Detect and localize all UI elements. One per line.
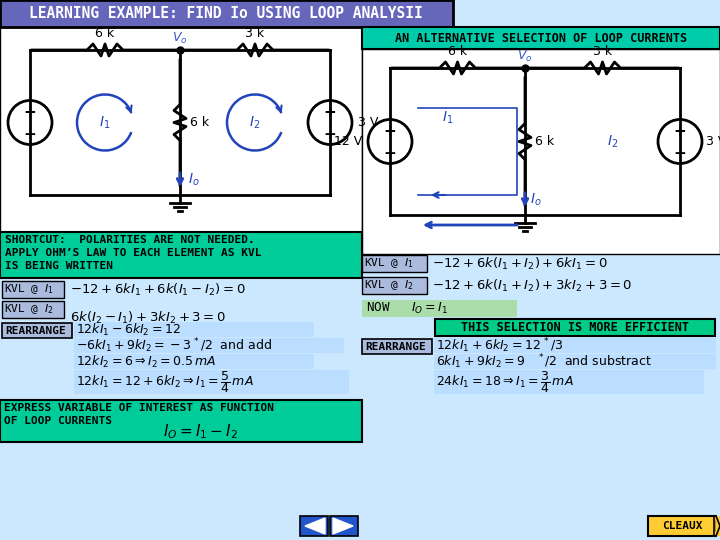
Text: $24kI_1 = 18 \Rightarrow I_1 = \dfrac{3}{4}\,mA$: $24kI_1 = 18 \Rightarrow I_1 = \dfrac{3}… <box>436 369 574 395</box>
Text: $I_o$: $I_o$ <box>188 172 199 188</box>
Text: 3 V: 3 V <box>358 116 379 129</box>
Text: $I_2$: $I_2$ <box>249 114 261 131</box>
Text: −: − <box>674 146 686 161</box>
FancyBboxPatch shape <box>716 516 720 536</box>
FancyBboxPatch shape <box>0 232 362 278</box>
Text: KVL @ $I_2$: KVL @ $I_2$ <box>4 302 53 316</box>
FancyBboxPatch shape <box>2 301 64 318</box>
Text: +: + <box>24 105 37 120</box>
Text: −: − <box>24 127 37 142</box>
Text: $I_o$: $I_o$ <box>530 192 541 208</box>
Text: $12kI_1 = 12 + 6kI_2 \Rightarrow I_1 = \dfrac{5}{4}\,mA$: $12kI_1 = 12 + 6kI_2 \Rightarrow I_1 = \… <box>76 369 254 395</box>
Text: $12kI_2 = 6 \Rightarrow I_2 = 0.5\,mA$: $12kI_2 = 6 \Rightarrow I_2 = 0.5\,mA$ <box>76 354 216 370</box>
Text: $6k(I_2 - I_1) + 3kI_2 + 3 = 0$: $6k(I_2 - I_1) + 3kI_2 + 3 = 0$ <box>70 310 226 326</box>
Text: THIS SELECTION IS MORE EFFICIENT: THIS SELECTION IS MORE EFFICIENT <box>461 321 689 334</box>
Text: REARRANGE: REARRANGE <box>5 326 66 335</box>
Text: AN ALTERNATIVE SELECTION OF LOOP CURRENTS: AN ALTERNATIVE SELECTION OF LOOP CURRENT… <box>395 31 687 44</box>
Text: $I_1$: $I_1$ <box>99 114 111 131</box>
Text: $-12 + 6k(I_1 + I_2) + 3kI_2 + 3 = 0$: $-12 + 6k(I_1 + I_2) + 3kI_2 + 3 = 0$ <box>432 278 632 294</box>
Polygon shape <box>333 518 353 534</box>
Text: $V_o$: $V_o$ <box>172 31 188 46</box>
Text: KVL @ $I_2$: KVL @ $I_2$ <box>364 279 413 292</box>
FancyBboxPatch shape <box>362 339 432 354</box>
FancyBboxPatch shape <box>434 370 704 394</box>
Text: 3 k: 3 k <box>246 27 264 40</box>
Text: 6 k: 6 k <box>96 27 114 40</box>
Text: +: + <box>674 124 686 139</box>
FancyBboxPatch shape <box>74 370 349 394</box>
Text: +: + <box>384 124 397 139</box>
Text: $I_2$: $I_2$ <box>607 133 618 150</box>
Text: 6 k: 6 k <box>448 45 467 58</box>
FancyBboxPatch shape <box>330 516 358 536</box>
Text: $6kI_1 + 9kI_2 = 9\quad ^*/2$  and substract: $6kI_1 + 9kI_2 = 9\quad ^*/2$ and substr… <box>436 353 652 372</box>
Text: $V_o$: $V_o$ <box>517 49 533 64</box>
FancyBboxPatch shape <box>0 400 362 442</box>
FancyBboxPatch shape <box>74 354 314 369</box>
Text: REARRANGE: REARRANGE <box>365 341 426 352</box>
Text: 3 V: 3 V <box>706 135 720 148</box>
Text: SHORTCUT:  POLARITIES ARE NOT NEEDED.
APPLY OHM’S LAW TO EACH ELEMENT AS KVL
IS : SHORTCUT: POLARITIES ARE NOT NEEDED. APP… <box>5 235 261 272</box>
Text: $-12 + 6kI_1 + 6k(I_1 - I_2) = 0$: $-12 + 6kI_1 + 6k(I_1 - I_2) = 0$ <box>70 281 246 298</box>
Text: $12kI_1 + 6kI_2 = 12\,^*/3$: $12kI_1 + 6kI_2 = 12\,^*/3$ <box>436 336 564 355</box>
Text: 6 k: 6 k <box>190 116 209 129</box>
Text: KVL @ $I_1$: KVL @ $I_1$ <box>364 256 414 271</box>
FancyBboxPatch shape <box>648 516 716 536</box>
FancyBboxPatch shape <box>300 516 328 536</box>
FancyBboxPatch shape <box>434 338 716 353</box>
FancyBboxPatch shape <box>2 323 72 338</box>
FancyBboxPatch shape <box>0 0 453 27</box>
Text: CLEAUX: CLEAUX <box>662 521 702 531</box>
FancyBboxPatch shape <box>74 322 314 337</box>
FancyBboxPatch shape <box>362 255 427 272</box>
Text: 3 k: 3 k <box>593 45 612 58</box>
Text: $-12 + 6k(I_1 + I_2) + 6kI_1 = 0$: $-12 + 6k(I_1 + I_2) + 6kI_1 = 0$ <box>432 255 608 272</box>
Text: KVL @ $I_1$: KVL @ $I_1$ <box>4 282 54 296</box>
FancyBboxPatch shape <box>362 277 427 294</box>
FancyBboxPatch shape <box>435 319 715 336</box>
Text: +: + <box>323 105 336 120</box>
Text: $12kI_1 - 6kI_2 = 12$: $12kI_1 - 6kI_2 = 12$ <box>76 322 181 338</box>
Text: −: − <box>323 127 336 142</box>
FancyBboxPatch shape <box>362 27 720 49</box>
Text: NOW   $I_O = I_1$: NOW $I_O = I_1$ <box>366 301 448 316</box>
FancyBboxPatch shape <box>362 300 517 317</box>
FancyBboxPatch shape <box>0 27 362 232</box>
Text: 6 k: 6 k <box>535 135 554 148</box>
Polygon shape <box>305 518 325 534</box>
Text: −: − <box>384 146 397 161</box>
FancyBboxPatch shape <box>434 354 716 369</box>
Text: 12 V: 12 V <box>334 135 362 148</box>
Text: $-6kI_1 + 9kI_2 = -3\,^*/2$  and add: $-6kI_1 + 9kI_2 = -3\,^*/2$ and add <box>76 336 272 355</box>
Text: EXPRESS VARIABLE OF INTEREST AS FUNCTION
OF LOOP CURRENTS: EXPRESS VARIABLE OF INTEREST AS FUNCTION… <box>4 403 274 426</box>
Text: $I_1$: $I_1$ <box>442 110 454 126</box>
FancyBboxPatch shape <box>74 338 344 353</box>
Text: LEARNING EXAMPLE: FIND Io USING LOOP ANALYSII: LEARNING EXAMPLE: FIND Io USING LOOP ANA… <box>29 6 423 21</box>
Text: $I_O = I_1 - I_2$: $I_O = I_1 - I_2$ <box>163 423 238 441</box>
Polygon shape <box>714 516 720 536</box>
FancyBboxPatch shape <box>362 49 720 254</box>
FancyBboxPatch shape <box>2 281 64 298</box>
